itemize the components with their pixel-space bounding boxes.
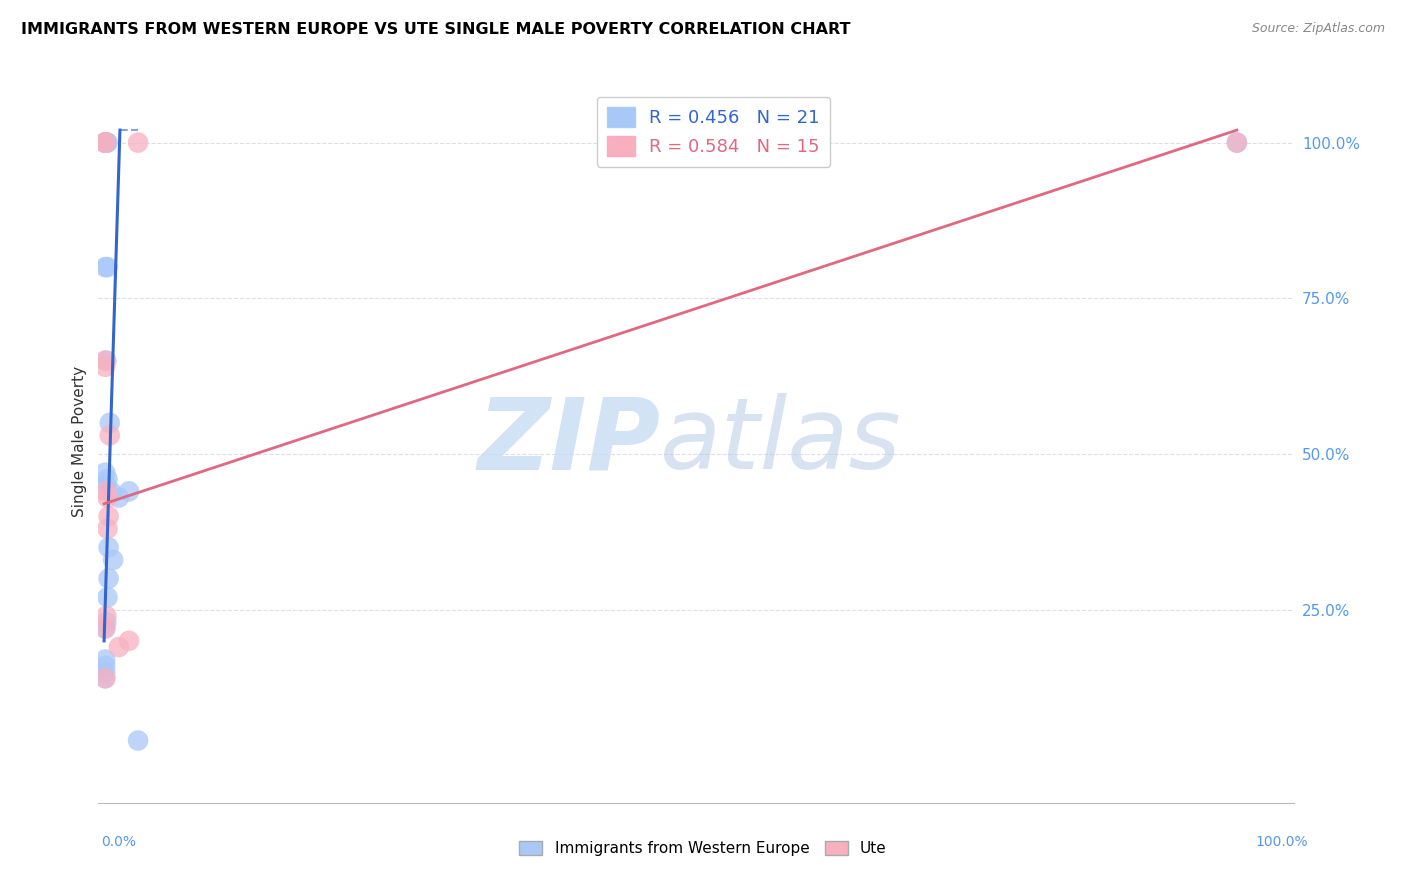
- Point: [96, 136, 118, 150]
- Point: [94, 621, 117, 635]
- Point: [96, 260, 118, 274]
- Point: [94, 136, 117, 150]
- Legend: R = 0.456   N = 21, R = 0.584   N = 15: R = 0.456 N = 21, R = 0.584 N = 15: [596, 96, 831, 167]
- Point: [108, 640, 131, 654]
- Point: [118, 633, 141, 648]
- Legend: Immigrants from Western Europe, Ute: Immigrants from Western Europe, Ute: [513, 835, 893, 862]
- Point: [94, 621, 117, 635]
- Point: [96, 136, 118, 150]
- Text: Source: ZipAtlas.com: Source: ZipAtlas.com: [1251, 22, 1385, 36]
- Point: [1226, 136, 1249, 150]
- Point: [118, 484, 141, 499]
- Point: [96, 491, 118, 505]
- Text: 100.0%: 100.0%: [1256, 835, 1308, 848]
- Point: [100, 484, 122, 499]
- Point: [94, 136, 117, 150]
- Point: [94, 136, 117, 150]
- Point: [96, 615, 118, 630]
- Point: [96, 522, 118, 536]
- Point: [96, 484, 118, 499]
- Text: atlas: atlas: [661, 393, 901, 490]
- Point: [94, 136, 117, 150]
- Point: [96, 609, 118, 624]
- Y-axis label: Single Male Poverty: Single Male Poverty: [72, 366, 87, 517]
- Point: [94, 353, 117, 368]
- Point: [101, 553, 124, 567]
- Point: [94, 671, 117, 685]
- Point: [97, 572, 120, 586]
- Point: [96, 591, 118, 605]
- Point: [94, 359, 117, 374]
- Text: 0.0%: 0.0%: [101, 835, 136, 848]
- Point: [94, 466, 117, 480]
- Point: [94, 671, 117, 685]
- Point: [127, 136, 149, 150]
- Point: [94, 136, 117, 150]
- Point: [98, 428, 121, 442]
- Text: ZIP: ZIP: [477, 393, 661, 490]
- Text: IMMIGRANTS FROM WESTERN EUROPE VS UTE SINGLE MALE POVERTY CORRELATION CHART: IMMIGRANTS FROM WESTERN EUROPE VS UTE SI…: [21, 22, 851, 37]
- Point: [97, 541, 120, 555]
- Point: [96, 136, 118, 150]
- Point: [97, 509, 120, 524]
- Point: [94, 136, 117, 150]
- Point: [96, 353, 118, 368]
- Point: [96, 478, 118, 492]
- Point: [108, 491, 131, 505]
- Point: [94, 136, 117, 150]
- Point: [94, 658, 117, 673]
- Point: [127, 733, 149, 747]
- Point: [1226, 136, 1249, 150]
- Point: [94, 652, 117, 666]
- Point: [94, 665, 117, 679]
- Point: [94, 260, 117, 274]
- Point: [98, 416, 121, 430]
- Point: [96, 472, 118, 486]
